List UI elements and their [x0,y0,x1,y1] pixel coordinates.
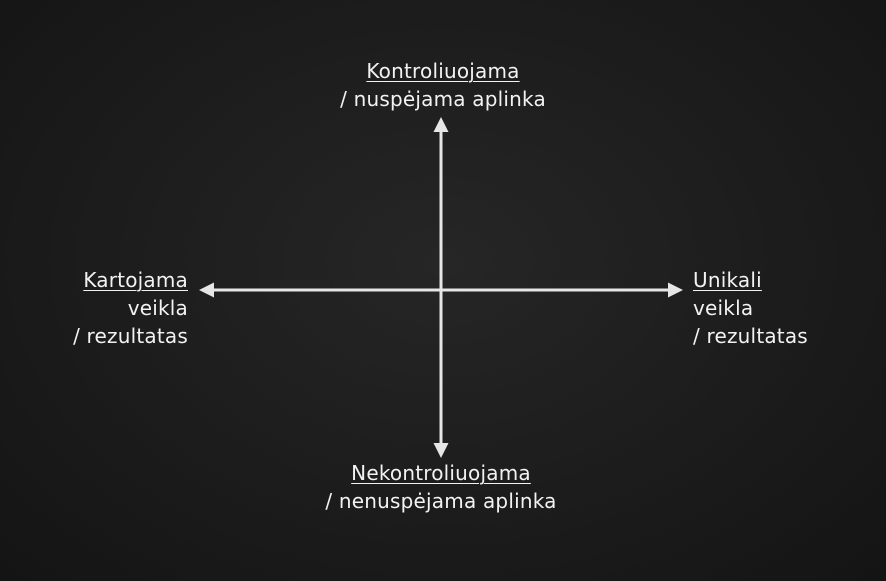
right-axis-title: Unikali [693,268,762,292]
top-axis-subtitle: / nuspėjama aplinka [340,87,546,111]
left-axis-line3: / rezultatas [73,324,188,348]
bottom-axis-subtitle: / nenuspėjama aplinka [325,489,557,513]
right-axis-line2: veikla [693,296,754,320]
right-axis-label: Unikali veikla / rezultatas [693,266,808,350]
left-axis-label: Kartojama veikla / rezultatas [73,266,188,350]
bottom-axis-label: Nekontroliuojama / nenuspėjama aplinka [325,459,556,515]
left-axis-title: Kartojama [83,268,188,292]
top-axis-label: Kontroliuojama / nuspėjama aplinka [340,57,546,113]
bottom-axis-title: Nekontroliuojama [351,461,531,485]
right-axis-line3: / rezultatas [693,324,808,348]
left-axis-line2: veikla [127,296,188,320]
top-axis-title: Kontroliuojama [366,59,520,83]
